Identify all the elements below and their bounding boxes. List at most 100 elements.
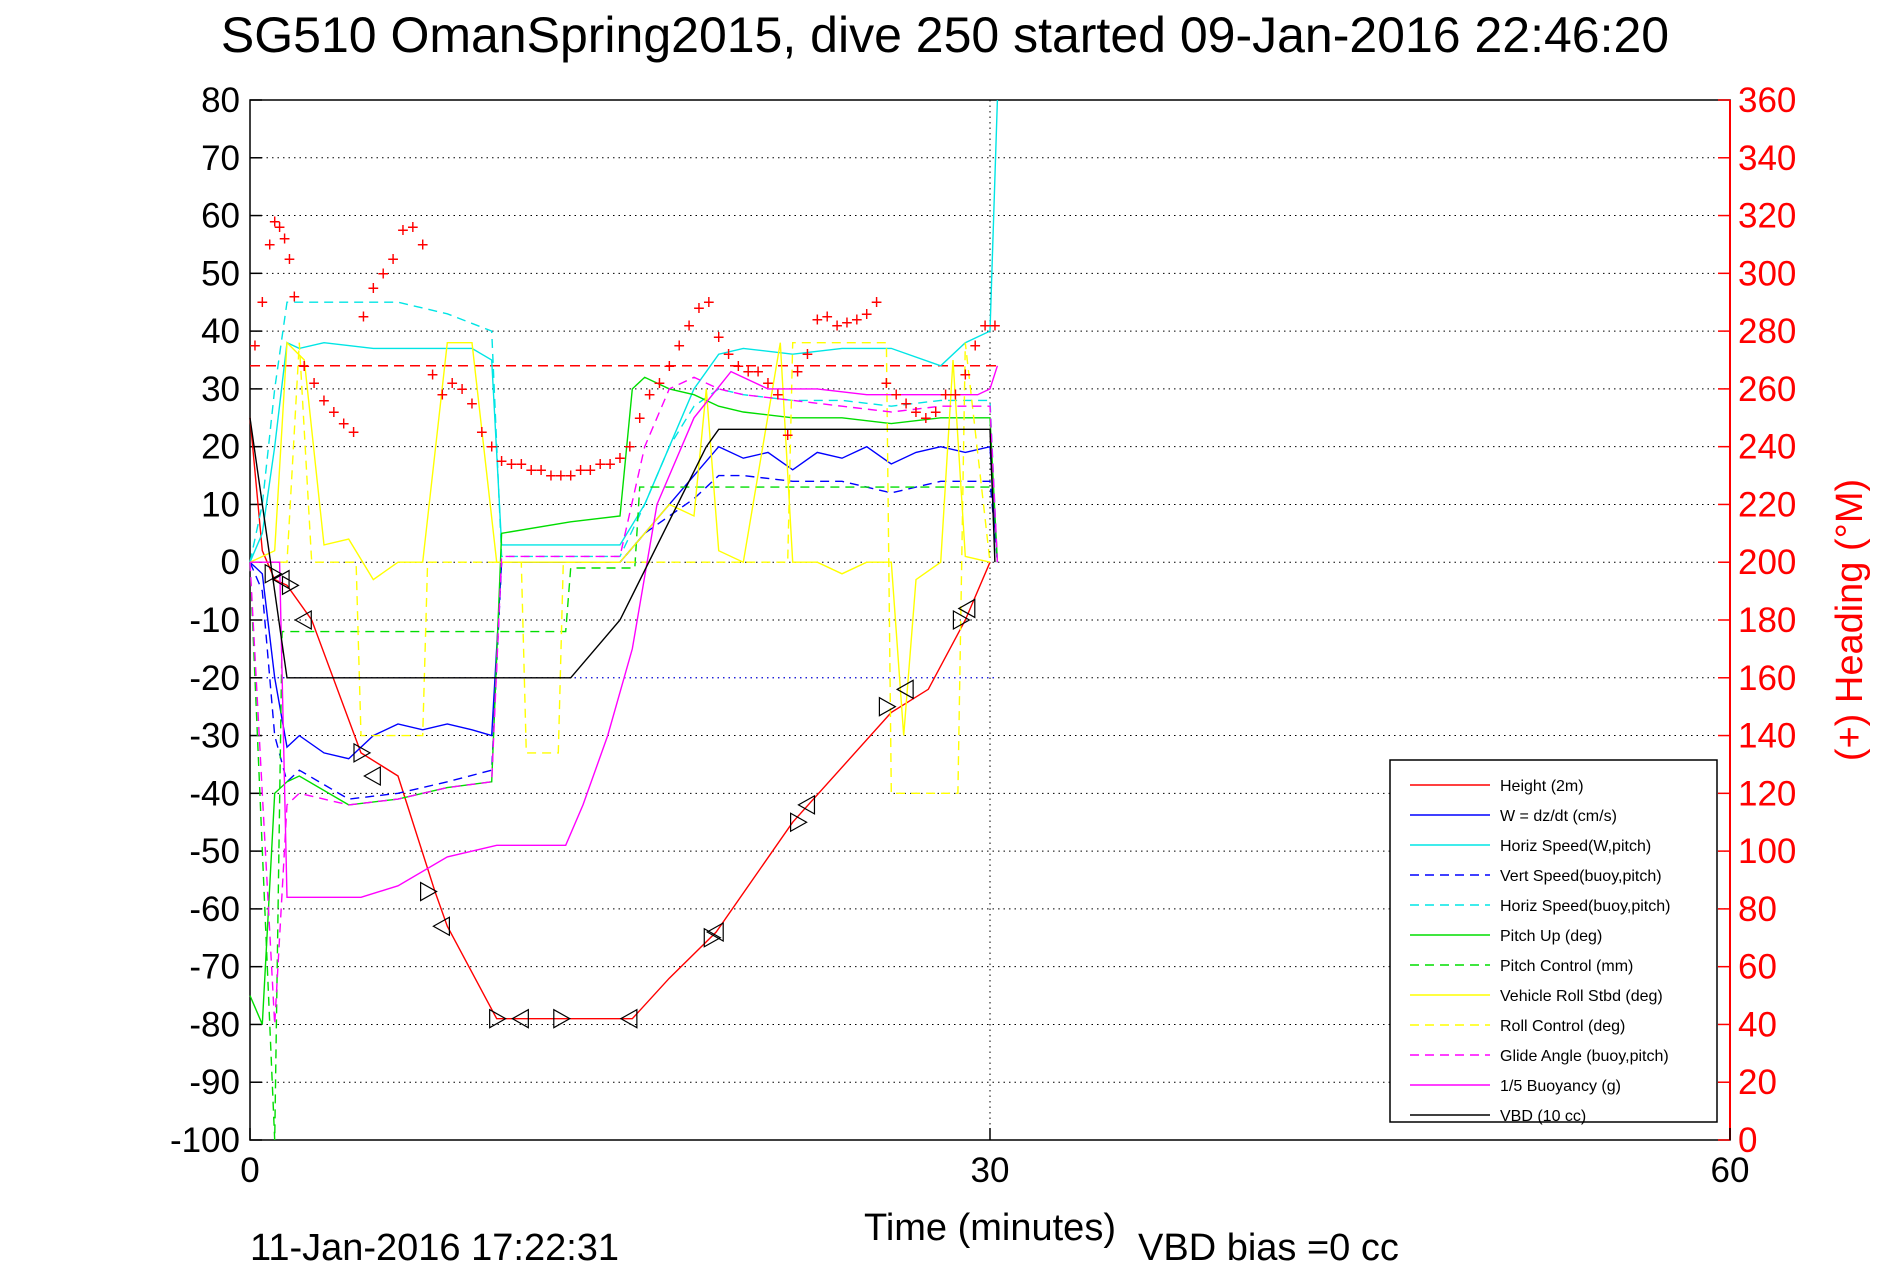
heading-marker: + bbox=[446, 373, 458, 395]
y-axis-right-label: (+) Heading (°M) bbox=[1829, 479, 1871, 761]
heading-marker: + bbox=[274, 217, 286, 239]
heading-marker: + bbox=[890, 385, 902, 407]
series-line-5 bbox=[249, 376, 999, 1025]
legend-label-5: Pitch Up (deg) bbox=[1500, 928, 1602, 945]
legend-box bbox=[1389, 759, 1718, 1123]
heading-marker: + bbox=[881, 373, 893, 395]
y-right-tick-label: 340 bbox=[1738, 139, 1796, 178]
heading-marker: + bbox=[358, 307, 370, 329]
heading-marker: + bbox=[644, 385, 656, 407]
heading-marker: + bbox=[535, 460, 547, 482]
heading-marker: + bbox=[969, 336, 981, 358]
legend-label-6: Pitch Control (mm) bbox=[1500, 958, 1633, 975]
heading-marker: + bbox=[575, 460, 587, 482]
profile-marker bbox=[952, 609, 971, 631]
heading-marker: + bbox=[456, 379, 468, 401]
heading-marker: + bbox=[249, 336, 261, 358]
heading-marker: + bbox=[792, 362, 804, 384]
heading-marker: + bbox=[910, 402, 922, 424]
heading-marker: + bbox=[959, 364, 971, 386]
legend-label-0: Height (2m) bbox=[1500, 778, 1584, 795]
y-right-tick-label: 200 bbox=[1738, 543, 1796, 582]
profile-marker bbox=[363, 765, 381, 787]
y-right-tick-label: 80 bbox=[1738, 890, 1777, 929]
y-tick-label: -50 bbox=[189, 832, 240, 871]
heading-marker: + bbox=[289, 286, 301, 308]
y-right-tick-label: 0 bbox=[1738, 1121, 1757, 1160]
y-right-tick-label: 140 bbox=[1738, 717, 1796, 756]
y-right-tick-label: 100 bbox=[1738, 832, 1796, 871]
heading-marker: + bbox=[486, 437, 498, 459]
profile-marker bbox=[703, 927, 722, 948]
y-tick-label: -10 bbox=[189, 601, 240, 640]
legend-label-3: Vert Speed(buoy,pitch) bbox=[1500, 868, 1662, 885]
x-tick-label: 30 bbox=[971, 1151, 1010, 1190]
heading-marker: + bbox=[752, 362, 764, 384]
heading-marker: + bbox=[861, 304, 873, 326]
profile-marker bbox=[432, 916, 450, 937]
heading-marker: + bbox=[841, 312, 853, 334]
y-tick-label: -40 bbox=[189, 774, 240, 813]
heading-marker: + bbox=[496, 451, 508, 473]
heading-marker: + bbox=[940, 385, 952, 407]
x-tick-label: 0 bbox=[240, 1151, 259, 1190]
y-axis-left: 80 70 60 50 40 30 20 10 0 -10 -20 -30 -40 -50 -60 -70 -8… bbox=[170, 81, 262, 1160]
heading-marker: + bbox=[920, 408, 932, 430]
y-tick-label: -70 bbox=[189, 948, 240, 987]
heading-marker: + bbox=[821, 307, 833, 329]
heading-marker: + bbox=[264, 234, 276, 256]
y-tick-label: 40 bbox=[201, 312, 240, 351]
x-tick-label: 60 bbox=[1711, 1151, 1750, 1190]
y-tick-label: 10 bbox=[201, 485, 240, 524]
y-tick-label: 20 bbox=[201, 428, 240, 467]
profile-marker bbox=[511, 1008, 529, 1029]
heading-marker: + bbox=[308, 373, 320, 395]
series-line-6 bbox=[249, 486, 990, 1141]
heading-marker: + bbox=[979, 315, 991, 337]
heading-marker: + bbox=[284, 249, 296, 271]
heading-marker: + bbox=[515, 454, 527, 476]
chart-title: SG510 OmanSpring2015, dive 250 started 0… bbox=[221, 7, 1669, 63]
heading-marker: + bbox=[703, 292, 715, 314]
heading-marker: + bbox=[989, 315, 1001, 337]
y-tick-label: 0 bbox=[221, 543, 240, 582]
heading-marker: + bbox=[545, 466, 557, 488]
heading-marker: + bbox=[614, 448, 626, 470]
legend-label-10: 1/5 Buoyancy (g) bbox=[1500, 1078, 1621, 1095]
heading-marker: + bbox=[466, 393, 478, 415]
y-right-tick-label: 360 bbox=[1738, 81, 1796, 120]
legend-label-11: VBD (10 cc) bbox=[1500, 1108, 1586, 1125]
profile-marker bbox=[797, 794, 816, 815]
heading-marker: + bbox=[555, 466, 567, 488]
legend-label-2: Horiz Speed(W,pitch) bbox=[1500, 838, 1651, 855]
heading-marker: + bbox=[950, 385, 962, 407]
legend-label-8: Roll Control (deg) bbox=[1500, 1018, 1625, 1035]
heading-marker: + bbox=[713, 327, 725, 349]
heading-marker: + bbox=[802, 344, 814, 366]
profile-marker bbox=[957, 598, 976, 619]
heading-marker: + bbox=[930, 402, 942, 424]
heading-marker: + bbox=[673, 336, 685, 358]
heading-markers: ++++++++++++++++++++++++++++++++++++++++… bbox=[249, 211, 1001, 487]
y-right-tick-label: 40 bbox=[1738, 1005, 1777, 1044]
heading-marker: + bbox=[377, 263, 389, 285]
heading-marker: + bbox=[328, 402, 340, 424]
y-right-tick-label: 280 bbox=[1738, 312, 1796, 351]
heading-marker: + bbox=[654, 373, 666, 395]
heading-marker: + bbox=[723, 344, 735, 366]
y-tick-label: -80 bbox=[189, 1005, 240, 1044]
heading-marker: + bbox=[634, 408, 646, 430]
legend-label-4: Horiz Speed(buoy,pitch) bbox=[1500, 898, 1670, 915]
profile-marker bbox=[281, 575, 300, 596]
heading-marker: + bbox=[298, 356, 310, 378]
footer-timestamp: 11-Jan-2016 17:22:31 bbox=[250, 1227, 619, 1262]
heading-marker: + bbox=[476, 422, 488, 444]
profile-marker bbox=[489, 1008, 507, 1029]
heading-marker: + bbox=[565, 466, 577, 488]
heading-marker: + bbox=[762, 373, 774, 395]
heading-marker: + bbox=[900, 393, 912, 415]
legend-label-7: Vehicle Roll Stbd (deg) bbox=[1500, 988, 1663, 1005]
heading-marker: + bbox=[782, 425, 794, 447]
y-tick-label: -60 bbox=[189, 890, 240, 929]
